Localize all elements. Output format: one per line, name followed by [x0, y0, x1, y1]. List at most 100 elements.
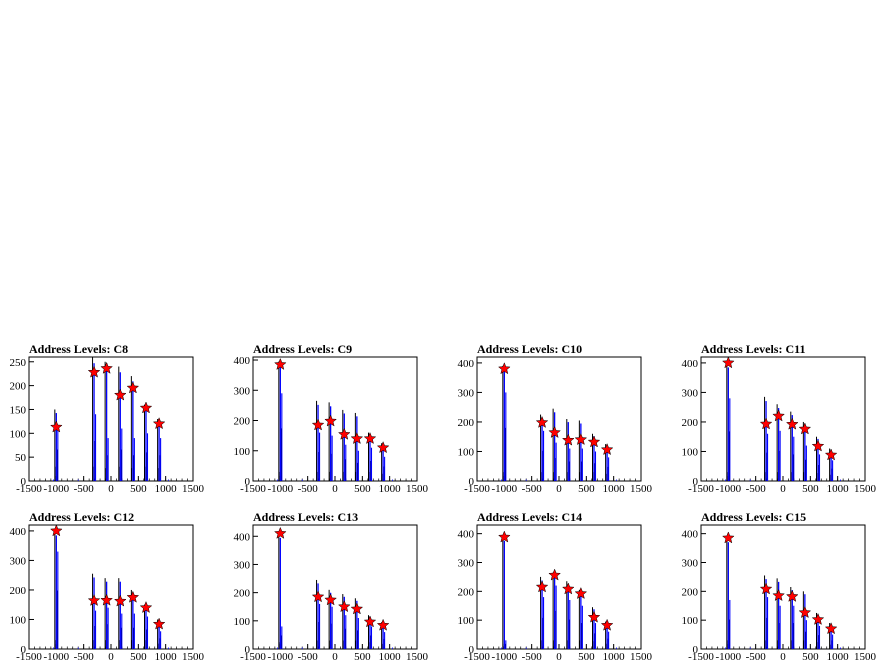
- y-tick-label: 150: [10, 404, 27, 416]
- y-tick-label: 400: [234, 531, 251, 543]
- peak-marker: [535, 580, 549, 593]
- peak-marker: [535, 415, 549, 428]
- y-tick-label: 100: [234, 616, 251, 628]
- peak-marker: [113, 388, 127, 401]
- x-tick-label: 500: [354, 483, 371, 495]
- peak-marker: [548, 568, 561, 581]
- peak-marker: [561, 433, 575, 446]
- y-tick-label: 400: [458, 358, 475, 370]
- y-tick-label: 300: [458, 387, 475, 399]
- peak-marker: [561, 582, 575, 595]
- panel-title: Address Levels: C9: [253, 342, 352, 356]
- peak-marker: [273, 357, 287, 370]
- peak-marker: [363, 615, 377, 628]
- y-tick-label: 400: [234, 355, 251, 367]
- x-tick-label: -500: [74, 651, 95, 663]
- peak-marker: [311, 590, 325, 603]
- panel-c14: Address Levels: C14 0 100 200 300 400 -1500 -10…: [458, 510, 653, 663]
- y-tick-label: 400: [10, 526, 27, 538]
- peak-marker: [600, 618, 614, 631]
- y-tick-label: 50: [15, 452, 27, 464]
- x-tick-label: 0: [332, 651, 338, 663]
- panel-c10: Address Levels: C10 0 100 200 300 400 -1500 -10…: [458, 342, 653, 495]
- peak-marker: [587, 610, 601, 623]
- peak-marker: [337, 427, 351, 440]
- peak-marker: [152, 617, 166, 630]
- peak-marker: [126, 381, 140, 394]
- peak-marker: [126, 590, 140, 603]
- plot-frame: [700, 356, 866, 482]
- y-tick-label: 100: [234, 446, 251, 458]
- plot-frame: [476, 524, 642, 650]
- y-tick-label: 200: [10, 381, 27, 393]
- x-tick-label: -1000: [491, 483, 517, 495]
- x-tick-label: 500: [130, 651, 147, 663]
- x-tick-label: 1500: [630, 483, 653, 495]
- peak-marker: [600, 443, 614, 456]
- panel-c12: Address Levels: C12 0 100 200 300 400 -1500 -10…: [10, 510, 205, 663]
- x-tick-label: 500: [578, 651, 595, 663]
- peak-marker: [49, 524, 63, 537]
- x-tick-label: 1500: [406, 483, 429, 495]
- x-tick-label: -1000: [491, 651, 517, 663]
- peak-marker: [350, 602, 364, 615]
- peak-marker: [376, 441, 390, 454]
- panel-title: Address Levels: C8: [29, 342, 128, 356]
- y-tick-label: 200: [458, 417, 475, 429]
- x-tick-label: 0: [108, 483, 114, 495]
- peak-marker: [152, 417, 166, 430]
- y-tick-label: 100: [458, 446, 475, 458]
- panel-c8: Address Levels: C8 0 50 100 150 200 250 -1500 -1…: [10, 342, 205, 495]
- x-tick-label: -1000: [267, 483, 293, 495]
- x-tick-label: -1000: [715, 651, 741, 663]
- x-tick-label: 1000: [155, 651, 178, 663]
- x-tick-label: 0: [780, 483, 786, 495]
- plot-frame: [28, 356, 194, 482]
- y-tick-label: 300: [234, 559, 251, 571]
- peak-marker: [139, 600, 153, 614]
- x-tick-label: -1500: [240, 651, 266, 663]
- peak-marker: [350, 431, 364, 445]
- peak-marker: [721, 531, 735, 544]
- peak-marker: [337, 600, 351, 613]
- y-tick-label: 0: [693, 476, 699, 488]
- x-tick-label: -1500: [688, 651, 714, 663]
- peak-marker: [376, 618, 390, 631]
- peak-marker: [824, 622, 838, 635]
- y-tick-label: 200: [234, 588, 251, 600]
- y-tick-label: 400: [682, 529, 699, 541]
- panel-title: Address Levels: C11: [701, 342, 805, 356]
- y-tick-label: 100: [458, 615, 475, 627]
- x-tick-label: -500: [298, 483, 319, 495]
- x-tick-label: 0: [556, 651, 562, 663]
- peak-marker: [772, 588, 785, 602]
- y-tick-label: 0: [245, 644, 251, 656]
- x-tick-label: 1500: [854, 483, 877, 495]
- x-tick-label: -1000: [267, 651, 293, 663]
- plot-frame: [252, 524, 418, 650]
- panel-title: Address Levels: C12: [29, 510, 134, 524]
- peak-marker: [87, 593, 101, 606]
- panel-title: Address Levels: C14: [477, 510, 582, 524]
- peak-marker: [824, 448, 838, 461]
- x-tick-label: 500: [130, 483, 147, 495]
- x-tick-label: 0: [332, 483, 338, 495]
- y-tick-label: 200: [234, 416, 251, 428]
- peak-marker: [798, 605, 812, 619]
- plot-frame: [28, 524, 194, 650]
- peak-marker: [548, 425, 561, 438]
- x-tick-label: 1000: [155, 483, 178, 495]
- x-tick-label: -1000: [43, 651, 69, 663]
- y-tick-label: 300: [234, 385, 251, 397]
- peak-marker: [100, 361, 113, 374]
- y-tick-label: 300: [458, 557, 475, 569]
- peak-marker: [574, 432, 588, 446]
- x-tick-label: 1000: [827, 651, 850, 663]
- y-tick-label: 0: [469, 644, 475, 656]
- x-tick-label: -500: [74, 483, 95, 495]
- y-tick-label: 100: [10, 428, 27, 440]
- plot-frame: [700, 524, 866, 650]
- peak-marker: [324, 414, 337, 427]
- peak-marker: [324, 593, 337, 606]
- y-tick-label: 100: [682, 446, 699, 458]
